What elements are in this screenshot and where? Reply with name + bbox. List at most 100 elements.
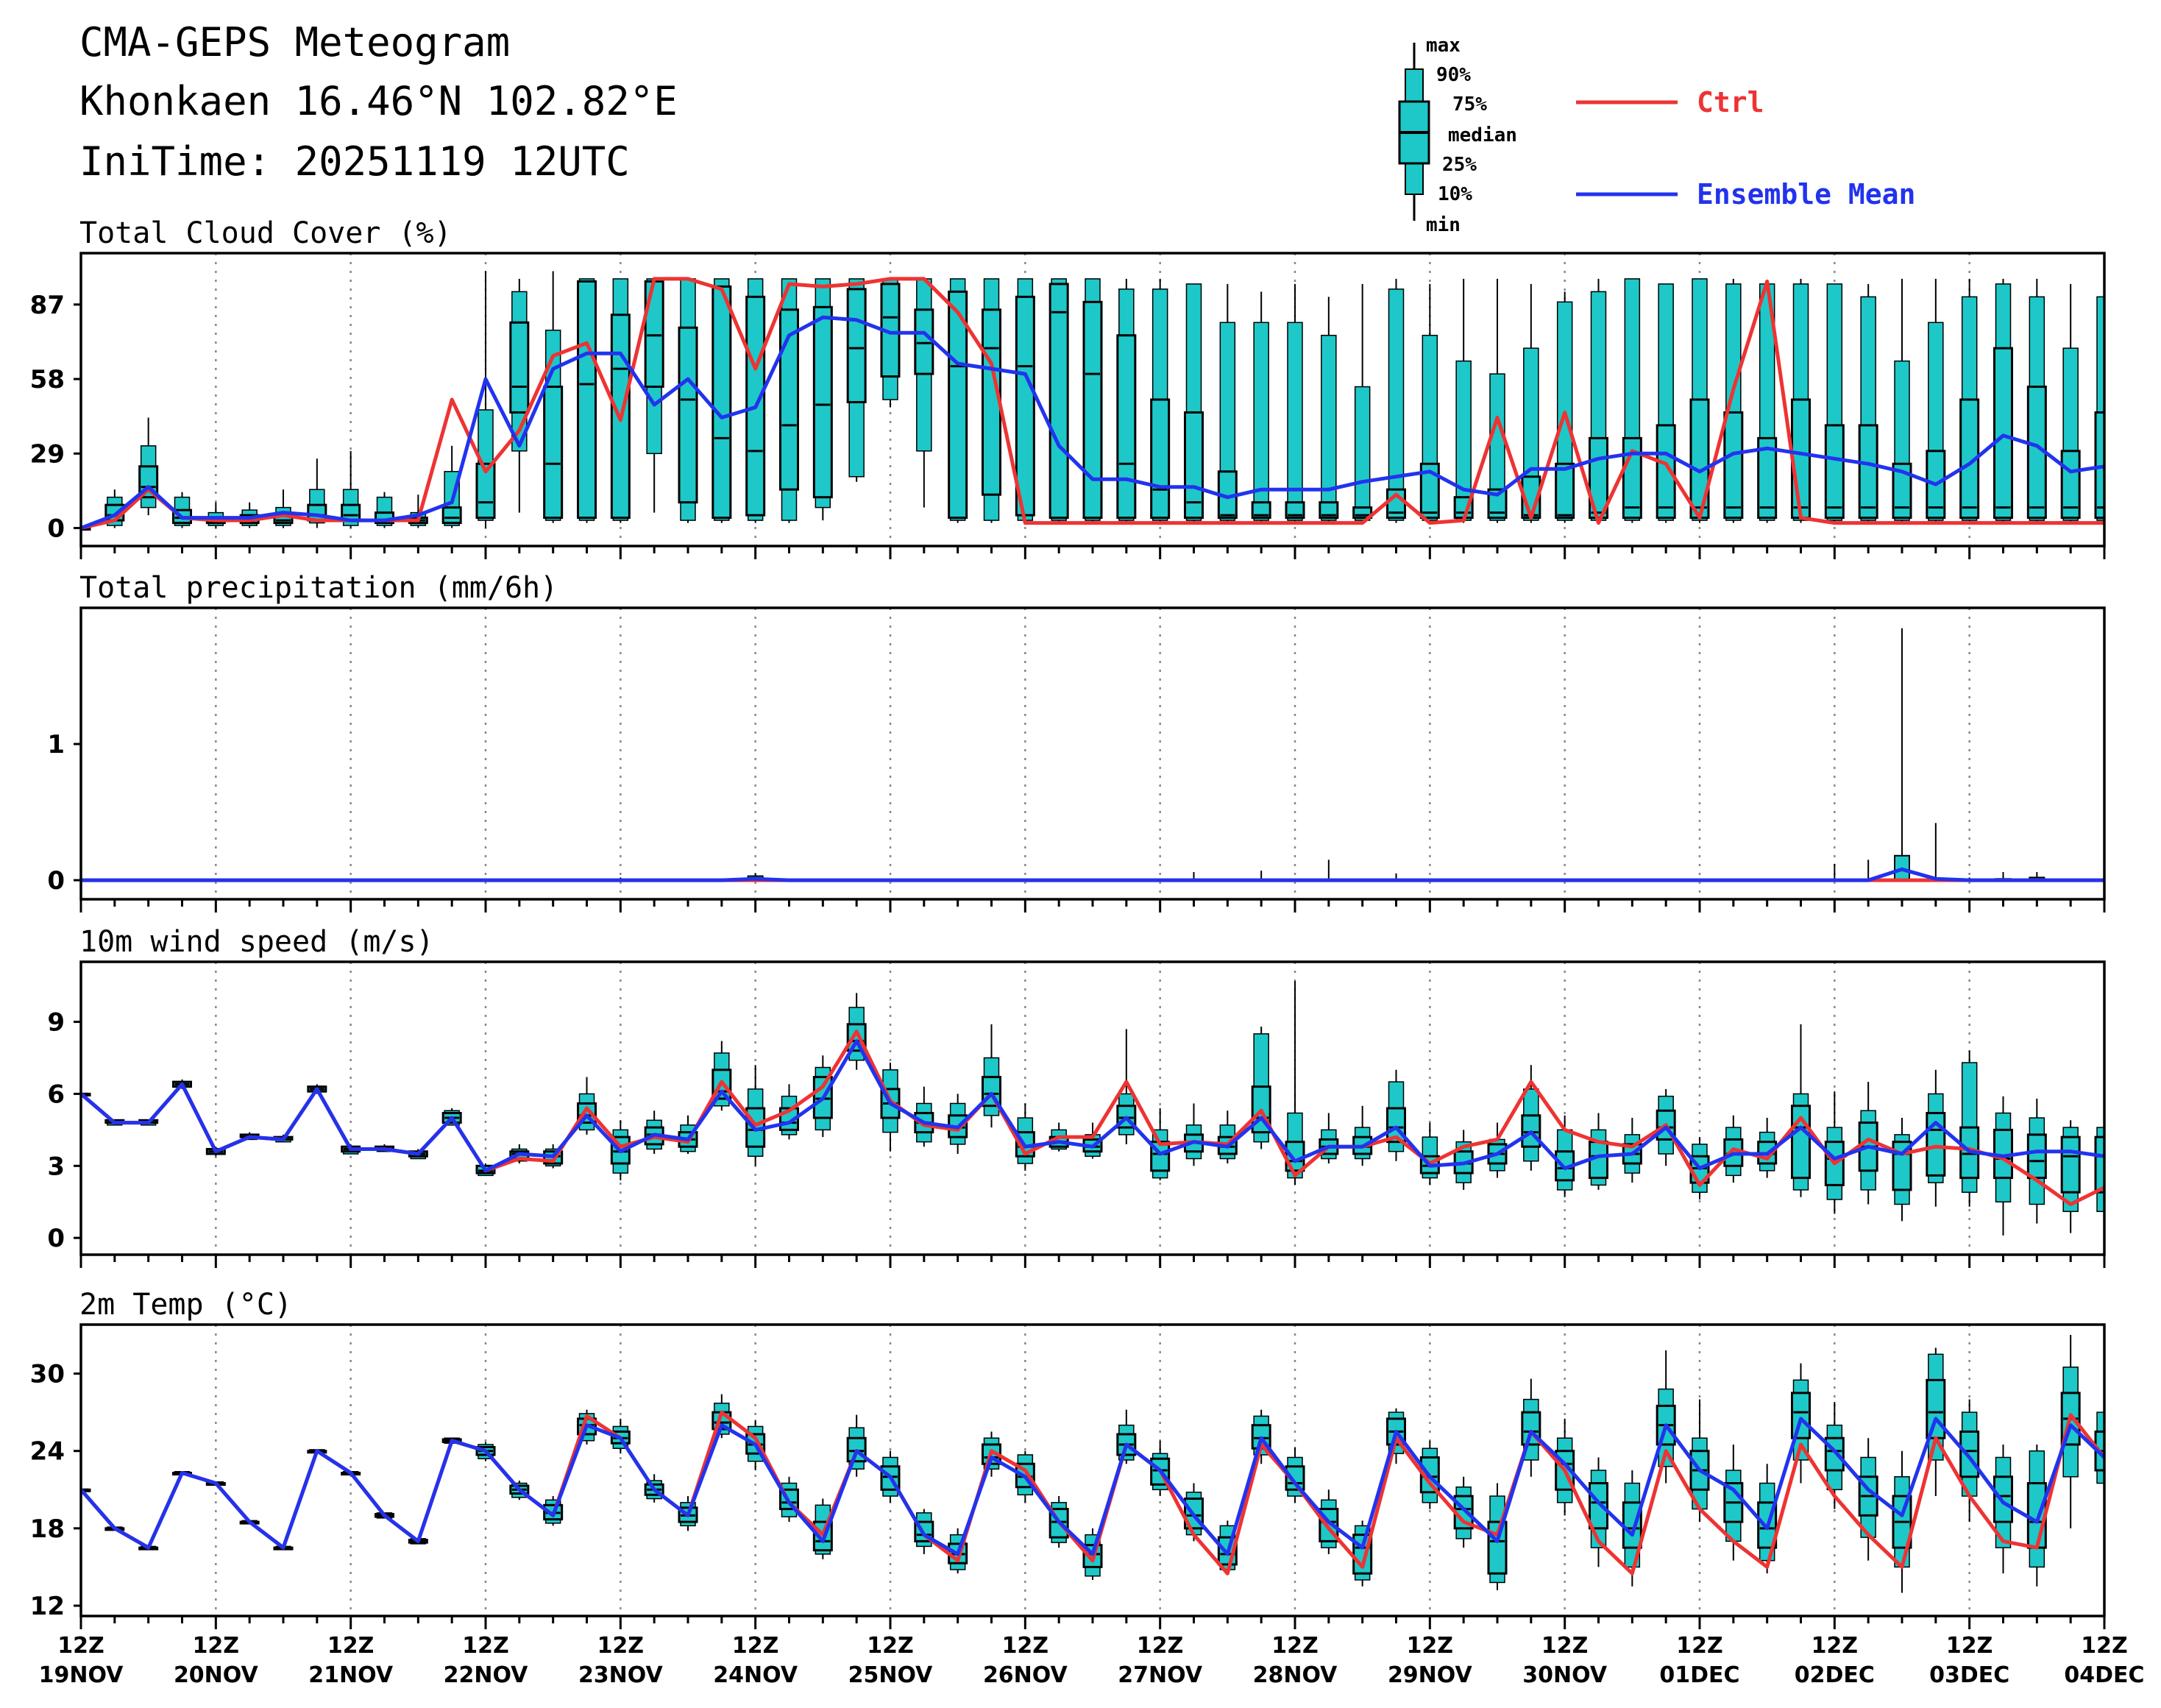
box-31: [1116, 1409, 1137, 1464]
x-tick-label-date: 02DEC: [1795, 1662, 1875, 1688]
box-43: [1521, 1378, 1541, 1477]
box-38: [1352, 283, 1373, 523]
box-29: [1048, 278, 1069, 523]
panel-3: 2m Temp (°C) 12 18 24 30: [30, 1288, 2106, 1629]
x-tick-label-hour: 12Z: [193, 1633, 240, 1659]
box-inner: [982, 308, 1001, 496]
box-37: [1319, 1113, 1339, 1164]
x-tick-label-date: 27NOV: [1118, 1662, 1203, 1688]
box-2: [138, 417, 159, 516]
panel-title: 10m wind speed (m/s): [79, 925, 434, 959]
box-inner: [1285, 501, 1305, 520]
y-tick-label: 58: [30, 365, 65, 394]
box-34: [1217, 283, 1238, 523]
panel-title: 2m Temp (°C): [79, 1288, 292, 1322]
box-56: [1959, 1050, 1980, 1207]
legend-box-label: 90%: [1436, 64, 1471, 86]
box-inner: [846, 288, 867, 403]
box-14: [543, 271, 564, 523]
box-inner: [678, 326, 698, 504]
plot-area: [81, 1335, 2104, 1593]
box-inner: [914, 308, 934, 375]
x-tick-label-hour: 12Z: [327, 1633, 375, 1659]
x-tick-label-hour: 12Z: [2081, 1633, 2128, 1659]
box-45: [1589, 1457, 1608, 1567]
box-59: [2060, 1120, 2081, 1233]
ctrl-line: [81, 277, 2104, 531]
box-40: [1419, 1122, 1440, 1186]
box-58: [2026, 1444, 2047, 1587]
box-inner: [1150, 398, 1171, 520]
x-tick-label-date: 25NOV: [848, 1662, 934, 1688]
x-tick-label-hour: 12Z: [1812, 1633, 1859, 1659]
box-42: [1487, 1483, 1508, 1590]
box-inner: [1858, 424, 1878, 520]
box-49: [1723, 278, 1744, 523]
y-tick-label: 1: [47, 730, 65, 759]
box-52: [1824, 283, 1845, 523]
box-4: [205, 502, 226, 528]
x-tick-label-date: 26NOV: [983, 1662, 1068, 1688]
box-55: [1926, 1347, 1946, 1497]
legend-box-label: max: [1426, 35, 1461, 57]
box-inner: [948, 290, 968, 520]
box-outer: [2096, 296, 2104, 521]
box-38: [1352, 1105, 1373, 1166]
box-57: [1993, 1096, 2013, 1236]
x-tick-label-hour: 12Z: [462, 1633, 509, 1659]
meteogram-header: CMA-GEPS Meteogram Khonkaen 16.46°N 102.…: [0, 0, 2161, 243]
x-tick-label-hour: 12Z: [597, 1633, 645, 1659]
box-inner: [577, 280, 597, 520]
plot-area: [81, 628, 2104, 882]
box-40: [1419, 283, 1440, 523]
ensemble-mean-line: [81, 1417, 2104, 1556]
box-59: [2060, 283, 2081, 523]
box-inner: [1959, 1430, 1980, 1478]
box-inner: [1757, 436, 1778, 520]
plot-area: [81, 271, 2104, 531]
box-inner: [1993, 1475, 2013, 1523]
x-tick-label-date: 03DEC: [1929, 1662, 2009, 1688]
box-54: [1892, 1118, 1912, 1222]
box-51: [1791, 278, 1811, 523]
y-tick-label: 12: [30, 1592, 65, 1621]
box-inner: [1015, 295, 1035, 517]
box-32: [1150, 278, 1171, 523]
x-tick-label-hour: 12Z: [732, 1633, 779, 1659]
y-tick-label: 9: [47, 1008, 65, 1038]
legend-box-label: 75%: [1452, 93, 1487, 116]
y-tick-label: 18: [30, 1514, 65, 1544]
box-inner: [1150, 1457, 1171, 1486]
x-tick-label-date: 30NOV: [1522, 1662, 1608, 1688]
box-inner: [1791, 1392, 1811, 1439]
box-outer: [1354, 386, 1371, 521]
box-inner: [1791, 398, 1811, 520]
box-inner: [1184, 411, 1204, 520]
legend-box-label: 25%: [1442, 154, 1477, 176]
box-0: [81, 1488, 91, 1492]
box-17: [644, 1110, 664, 1154]
box-9: [375, 492, 394, 528]
box-inner: [1723, 411, 1744, 520]
y-tick-label: 0: [47, 514, 65, 544]
box-36: [1285, 283, 1305, 523]
x-tick-label-hour: 12Z: [867, 1633, 914, 1659]
box-45: [1589, 1113, 1608, 1190]
box-57: [1993, 1444, 2013, 1574]
box-inner: [2094, 1135, 2104, 1194]
x-tick-label-date: 19NOV: [39, 1662, 124, 1688]
box-inner: [712, 285, 732, 520]
box-55: [1926, 278, 1946, 523]
box-inner: [2094, 411, 2104, 520]
box-61: [2129, 1051, 2147, 1200]
box-33: [1184, 283, 1204, 523]
box-outer: [1321, 334, 1337, 521]
panel-1: Total precipitation (mm/6h) 0 1: [47, 571, 2106, 913]
box-28: [1015, 278, 1035, 523]
box-45: [1589, 278, 1608, 523]
box-outer: [1489, 373, 1505, 521]
x-tick-label-date: 29NOV: [1388, 1662, 1473, 1688]
box-11: [441, 445, 462, 528]
box-13: [509, 278, 530, 513]
box-18: [678, 1115, 698, 1154]
